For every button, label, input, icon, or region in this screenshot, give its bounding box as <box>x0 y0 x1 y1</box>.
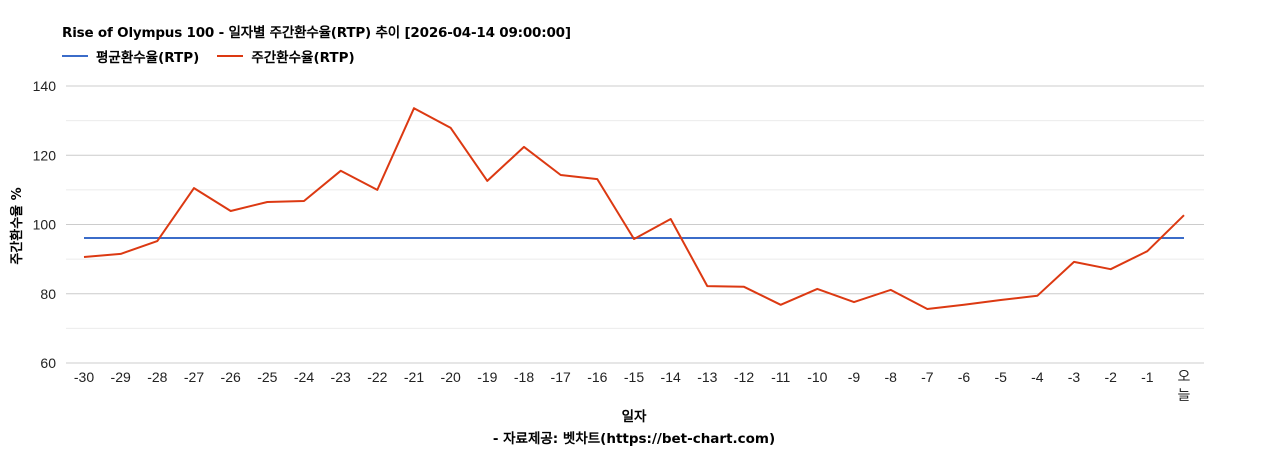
x-tick-label: -16 <box>587 369 607 385</box>
legend-swatch-red <box>217 55 244 57</box>
x-tick-label: -30 <box>74 369 94 385</box>
x-tick-label: -6 <box>958 369 971 385</box>
y-tick-label: 60 <box>40 355 56 371</box>
x-tick-label: -1 <box>1141 369 1154 385</box>
x-tick-label: -7 <box>921 369 934 385</box>
y-tick-label: 100 <box>33 217 57 233</box>
x-tick-label: -12 <box>734 369 754 385</box>
x-tick-label: -24 <box>294 369 314 385</box>
x-tick-label: -20 <box>441 369 461 385</box>
weekly-rtp-line <box>83 107 1185 310</box>
x-tick-label: -13 <box>697 369 717 385</box>
data-source-credit: - 자료제공: 벳차트(https://bet-chart.com) <box>492 431 776 447</box>
x-tick-label: -9 <box>848 369 861 385</box>
legend-item-weekly-rtp[interactable]: 주간환수율(RTP) <box>217 46 355 66</box>
x-tick-label: -25 <box>257 369 277 385</box>
x-tick-label: -29 <box>111 369 131 385</box>
x-tick-label: -19 <box>477 369 497 385</box>
x-tick-label: -11 <box>771 369 790 385</box>
x-tick-label: -23 <box>331 369 351 385</box>
x-tick-label: -14 <box>661 369 681 385</box>
x-tick-label: -5 <box>994 369 1007 385</box>
y-tick-label: 80 <box>40 286 56 302</box>
x-axis-title: 일자 <box>621 409 647 425</box>
x-tick-label: 늘 <box>1178 387 1191 403</box>
y-tick-label: 140 <box>33 78 57 94</box>
legend-swatch-blue <box>62 55 88 57</box>
x-tick-label: -10 <box>807 369 827 385</box>
x-tick-label: -22 <box>367 369 387 385</box>
x-tick-label: -21 <box>404 369 424 385</box>
x-tick-label: -27 <box>184 369 204 385</box>
legend-label: 주간환수율(RTP) <box>251 50 355 66</box>
x-tick-label: -26 <box>221 369 241 385</box>
y-tick-label: 120 <box>33 147 57 163</box>
x-tick-label: 오 <box>1178 368 1191 384</box>
x-tick-label: -3 <box>1068 369 1081 385</box>
x-tick-label: -4 <box>1031 369 1044 385</box>
x-tick-label: -2 <box>1104 369 1117 385</box>
legend-label: 평균환수율(RTP) <box>96 50 200 66</box>
y-axis-title: 주간환수율 % <box>10 187 25 265</box>
x-tick-label: -18 <box>514 369 534 385</box>
x-tick-label: -17 <box>551 369 571 385</box>
chart-title: Rise of Olympus 100 - 일자별 주간환수율(RTP) 추이 … <box>62 25 571 41</box>
x-tick-label: -15 <box>624 369 644 385</box>
legend-item-average-rtp[interactable]: 평균환수율(RTP) <box>62 46 199 66</box>
chart-legend: 평균환수율(RTP) 주간환수율(RTP) <box>62 46 355 66</box>
x-tick-label: -8 <box>884 369 897 385</box>
x-tick-label: -28 <box>147 369 167 385</box>
